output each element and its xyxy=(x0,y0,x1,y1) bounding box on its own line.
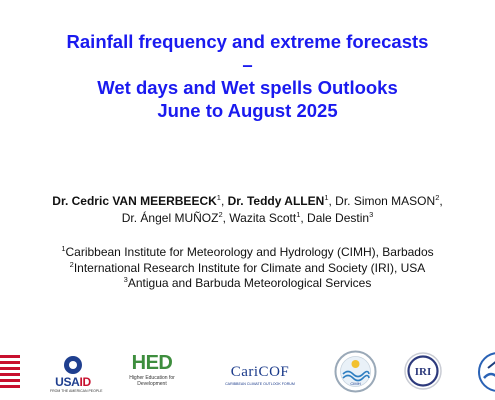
hed-wordmark: HED xyxy=(131,352,173,374)
title-line-4: June to August 2025 xyxy=(157,100,338,121)
author-name-2: Dr. Teddy ALLEN xyxy=(227,194,325,208)
cimh-logo: CIMH xyxy=(334,350,377,393)
author-affil-5: 1 xyxy=(296,210,301,219)
cimh-label: CIMH xyxy=(350,381,360,386)
usaid-wordmark: USAID xyxy=(50,375,96,389)
affiliation-number: 1 xyxy=(61,244,66,253)
author-list: Dr. Cedric VAN MEERBEECK1, Dr. Teddy ALL… xyxy=(0,193,495,227)
author-affil-6: 3 xyxy=(369,210,374,219)
iri-label: IRI xyxy=(415,366,432,378)
affiliation-list: 1Caribbean Institute for Meteorology and… xyxy=(0,245,495,292)
affiliation-item: 2International Research Institute for Cl… xyxy=(0,259,495,277)
usaid-tagline: FROM THE AMERICAN PEOPLE xyxy=(50,389,103,393)
affiliation-number: 2 xyxy=(69,259,74,269)
hed-tagline: Higher Education for Development xyxy=(129,375,175,387)
iri-logo: IRI xyxy=(404,352,442,390)
author-name-6: Dale Destin xyxy=(307,211,370,225)
usaid-seal-icon xyxy=(64,356,82,374)
author-affil-4: 2 xyxy=(218,210,223,219)
affiliation-text: Antigua and Barbuda Meteorological Servi… xyxy=(127,276,372,290)
usaid-word-b: ID xyxy=(79,375,92,389)
caricof-tagline: CARIBBEAN CLIMATE OUTLOOK FORUM xyxy=(225,382,295,386)
author-affil-2: 1 xyxy=(324,193,329,202)
us-flag-logo xyxy=(0,355,20,388)
hed-logo: HED Higher Education for Development xyxy=(125,352,179,396)
author-name-4: Dr. Ángel MUÑOZ xyxy=(121,211,219,225)
usaid-word-a: USA xyxy=(55,375,80,389)
author-name-1: Dr. Cedric VAN MEERBEECK xyxy=(52,194,217,208)
title-line-2: – xyxy=(242,54,253,75)
author-line-1: Dr. Cedric VAN MEERBEECK1, Dr. Teddy ALL… xyxy=(52,193,443,208)
author-name-5: Wazita Scott xyxy=(229,211,297,225)
caricof-logo: CariCOF CARIBBEAN CLIMATE OUTLOOK FORUM xyxy=(208,364,312,390)
author-affil-3: 2 xyxy=(435,193,440,202)
affiliation-item: 3Antigua and Barbuda Meteorological Serv… xyxy=(0,276,495,292)
affiliation-text: Caribbean Institute for Meteorology and … xyxy=(65,245,434,259)
author-name-3: Dr. Simon MASON xyxy=(335,194,436,208)
page-title: Rainfall frequency and extreme forecasts… xyxy=(0,30,495,122)
title-line-1: Rainfall frequency and extreme forecasts xyxy=(66,31,429,52)
affiliation-item: 1Caribbean Institute for Meteorology and… xyxy=(0,245,495,261)
author-line-2: Dr. Ángel MUÑOZ2, Wazita Scott1, Dale De… xyxy=(121,210,374,225)
caricof-wordmark: CariCOF xyxy=(230,364,290,380)
abms-logo xyxy=(478,352,495,392)
author-affil-1: 1 xyxy=(216,193,221,202)
title-line-3: Wet days and Wet spells Outlooks xyxy=(97,77,398,98)
usaid-logo: USAID FROM THE AMERICAN PEOPLE xyxy=(50,356,103,396)
affiliation-number: 3 xyxy=(123,275,128,284)
affiliation-text: International Research Institute for Cli… xyxy=(73,260,426,275)
